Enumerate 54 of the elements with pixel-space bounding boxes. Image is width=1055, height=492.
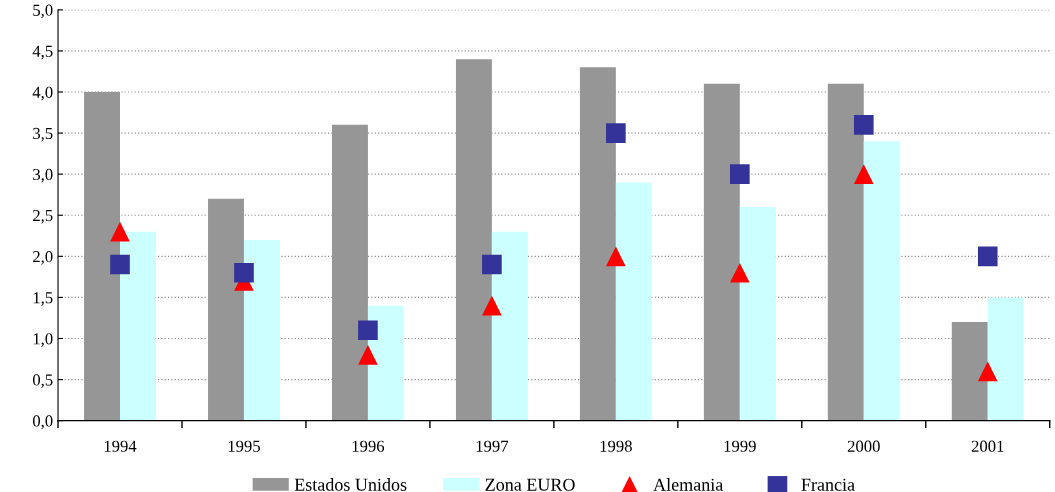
point [606,246,626,267]
y-tick-label: 2,0 [33,251,53,265]
bar [120,231,156,421]
legend-label: Zona EURO [485,478,575,491]
bar [951,322,988,421]
bar [827,83,864,421]
y-tick-label: 0,5 [32,374,53,388]
x-tick-label: 2000 [847,440,880,452]
y-tick-label: 3,5 [33,127,53,142]
point [358,345,378,365]
bar [739,207,776,421]
bar [455,59,492,421]
bar [331,124,368,421]
y-tick-label: 4,0 [32,86,53,101]
y-tick-label: 5,0 [33,4,53,19]
point [730,262,750,283]
bar [243,239,280,421]
point [853,115,874,135]
point [482,295,502,316]
point [977,246,998,267]
bar [491,231,528,421]
bar [208,198,244,421]
point [358,320,378,341]
y-tick-label: 4,5 [32,45,53,60]
y-tick-label: 3,0 [33,168,53,183]
point [730,164,750,184]
y-tick-label: 1,5 [33,292,53,306]
bar [987,297,1024,421]
bar [615,182,652,421]
point [853,164,874,184]
x-tick-label: 1997 [476,440,509,452]
point [110,221,130,242]
x-tick-label: 1996 [352,440,385,452]
x-tick-label: 1998 [600,440,632,452]
bar [84,92,121,421]
y-tick-label: 2,5 [33,210,53,224]
legend-label: Francia [801,478,855,491]
legend-label: Alemania [653,478,724,491]
point [110,254,130,275]
point [234,262,254,283]
point [482,254,502,275]
y-tick-label: 1,0 [33,333,53,347]
bar [863,141,900,421]
legend-label: Estados Unidos [294,478,407,491]
y-tick-label: 0,0 [32,415,53,430]
x-tick-label: 2001 [971,440,1004,452]
x-tick-label: 1995 [228,440,260,452]
bar [367,305,404,421]
x-tick-label: 1994 [104,440,137,452]
bar [579,67,616,421]
point [977,361,998,382]
point [606,123,626,143]
bar [703,83,740,421]
x-tick-label: 1999 [724,440,756,452]
